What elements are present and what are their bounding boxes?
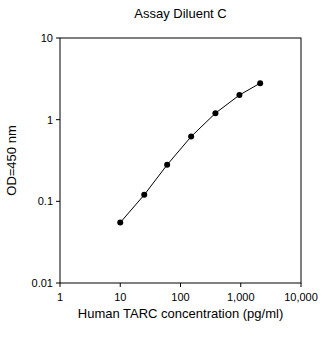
x-tick: [180, 283, 181, 287]
y-tick-label: 0.1: [38, 195, 53, 207]
y-tick-label: 0.01: [32, 277, 53, 289]
y-tick-label: 1: [47, 114, 53, 126]
y-tick: [56, 119, 60, 120]
x-tick: [240, 283, 241, 287]
data-point: [141, 192, 147, 198]
x-tick: [120, 283, 121, 287]
y-tick: [56, 201, 60, 202]
background: [0, 0, 332, 360]
plot-area: [117, 80, 263, 225]
data-point: [212, 110, 218, 116]
x-tick: [301, 283, 302, 287]
data-line: [120, 83, 260, 222]
x-axis-label: Human TARC concentration (pg/ml): [78, 306, 283, 321]
data-point: [188, 134, 194, 140]
data-point: [164, 162, 170, 168]
chart: Assay Diluent C 1 10 100 1,000 10,000 0.01 0.1 1…: [0, 0, 332, 360]
y-tick-label: 10: [41, 32, 53, 44]
x-tick-label: 1,000: [227, 291, 255, 303]
x-tick-label: 10: [114, 291, 126, 303]
y-tick: [56, 283, 60, 284]
y-tick: [56, 38, 60, 39]
x-tick: [60, 283, 61, 287]
y-axis-label: OD=450 nm: [4, 125, 19, 195]
x-tick-label: 1: [57, 291, 63, 303]
x-tick-label: 100: [171, 291, 189, 303]
x-tick-label: 10,000: [284, 291, 318, 303]
data-point: [236, 92, 242, 98]
title: Assay Diluent C: [134, 6, 226, 21]
data-point: [117, 220, 123, 226]
plot-frame: [60, 38, 301, 283]
data-point: [257, 80, 263, 86]
